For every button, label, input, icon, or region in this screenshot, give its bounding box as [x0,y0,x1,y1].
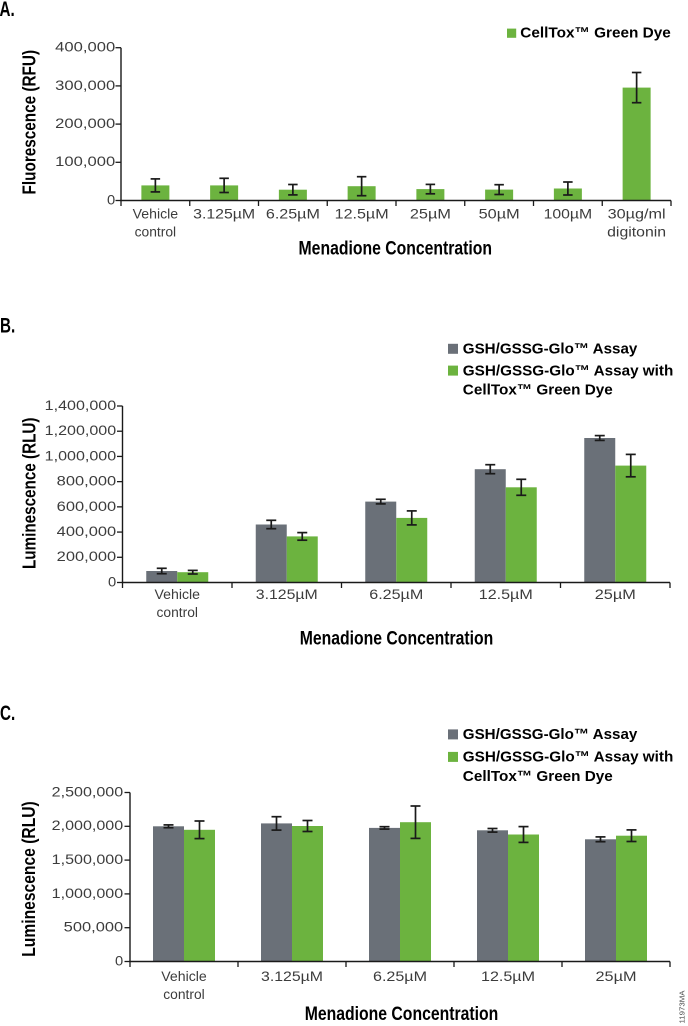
svg-text:400,000: 400,000 [57,524,117,539]
svg-text:11973MA: 11973MA [680,990,687,1023]
svg-text:0: 0 [108,574,116,589]
svg-text:Vehicle: Vehicle [133,206,179,221]
svg-text:CellTox™ Green Dye: CellTox™ Green Dye [463,382,613,399]
svg-text:500,000: 500,000 [64,920,124,935]
svg-text:CellTox™ Green Dye: CellTox™ Green Dye [463,768,613,785]
svg-text:25µM: 25µM [595,587,636,602]
svg-text:50µM: 50µM [479,206,520,221]
svg-text:Vehicle: Vehicle [155,587,201,602]
svg-text:100,000: 100,000 [55,154,115,169]
svg-text:C.: C. [0,702,15,725]
svg-text:B.: B. [0,315,15,338]
svg-text:400,000: 400,000 [55,40,115,55]
svg-text:GSH/GSSG-Glo™ Assay: GSH/GSSG-Glo™ Assay [463,340,638,357]
svg-text:Vehicle: Vehicle [161,969,207,984]
svg-text:3.125µM: 3.125µM [193,206,255,221]
svg-text:GSH/GSSG-Glo™ Assay with: GSH/GSSG-Glo™ Assay with [463,748,674,765]
svg-text:1,400,000: 1,400,000 [45,398,117,413]
svg-text:6.25µM: 6.25µM [369,587,423,602]
svg-text:control: control [135,225,177,240]
svg-text:12.5µM: 12.5µM [479,587,533,602]
svg-text:600,000: 600,000 [57,499,117,514]
svg-text:Luminescence (RLU): Luminescence (RLU) [19,801,39,957]
svg-text:1,200,000: 1,200,000 [45,423,117,438]
svg-text:0: 0 [107,192,115,207]
svg-text:3.125µM: 3.125µM [256,587,318,602]
svg-text:200,000: 200,000 [55,116,115,131]
svg-text:25µM: 25µM [410,206,451,221]
svg-text:control: control [163,987,205,1002]
svg-text:Menadione Concentration: Menadione Concentration [305,1004,499,1025]
svg-text:12.5µM: 12.5µM [481,969,535,984]
svg-text:3.125µM: 3.125µM [261,969,323,984]
svg-text:100µM: 100µM [544,206,593,221]
svg-text:300,000: 300,000 [55,78,115,93]
svg-text:Luminescence (RLU): Luminescence (RLU) [20,418,40,570]
svg-text:1,000,000: 1,000,000 [45,448,117,463]
svg-text:Menadione Concentration: Menadione Concentration [300,628,494,649]
svg-text:A.: A. [0,0,15,21]
svg-text:Menadione Concentration: Menadione Concentration [299,238,493,259]
svg-text:0: 0 [115,953,123,968]
svg-text:control: control [157,605,199,620]
svg-text:1,500,000: 1,500,000 [52,852,124,867]
svg-text:6.25µM: 6.25µM [266,206,320,221]
svg-text:GSH/GSSG-Glo™ Assay with: GSH/GSSG-Glo™ Assay with [463,362,674,379]
svg-text:12.5µM: 12.5µM [335,206,389,221]
svg-text:200,000: 200,000 [57,549,117,564]
svg-text:2,500,000: 2,500,000 [52,784,124,799]
svg-text:GSH/GSSG-Glo™ Assay: GSH/GSSG-Glo™ Assay [463,726,638,743]
svg-text:digitonin: digitonin [607,225,666,240]
svg-text:1,000,000: 1,000,000 [52,886,124,901]
svg-text:800,000: 800,000 [57,474,117,489]
svg-text:25µM: 25µM [596,969,637,984]
svg-text:6.25µM: 6.25µM [373,969,427,984]
svg-text:2,000,000: 2,000,000 [52,818,124,833]
svg-text:CellTox™ Green Dye: CellTox™ Green Dye [520,25,671,42]
svg-text:30µg/ml: 30µg/ml [608,206,666,221]
svg-text:Fluorescence (RFU): Fluorescence (RFU) [20,50,40,195]
